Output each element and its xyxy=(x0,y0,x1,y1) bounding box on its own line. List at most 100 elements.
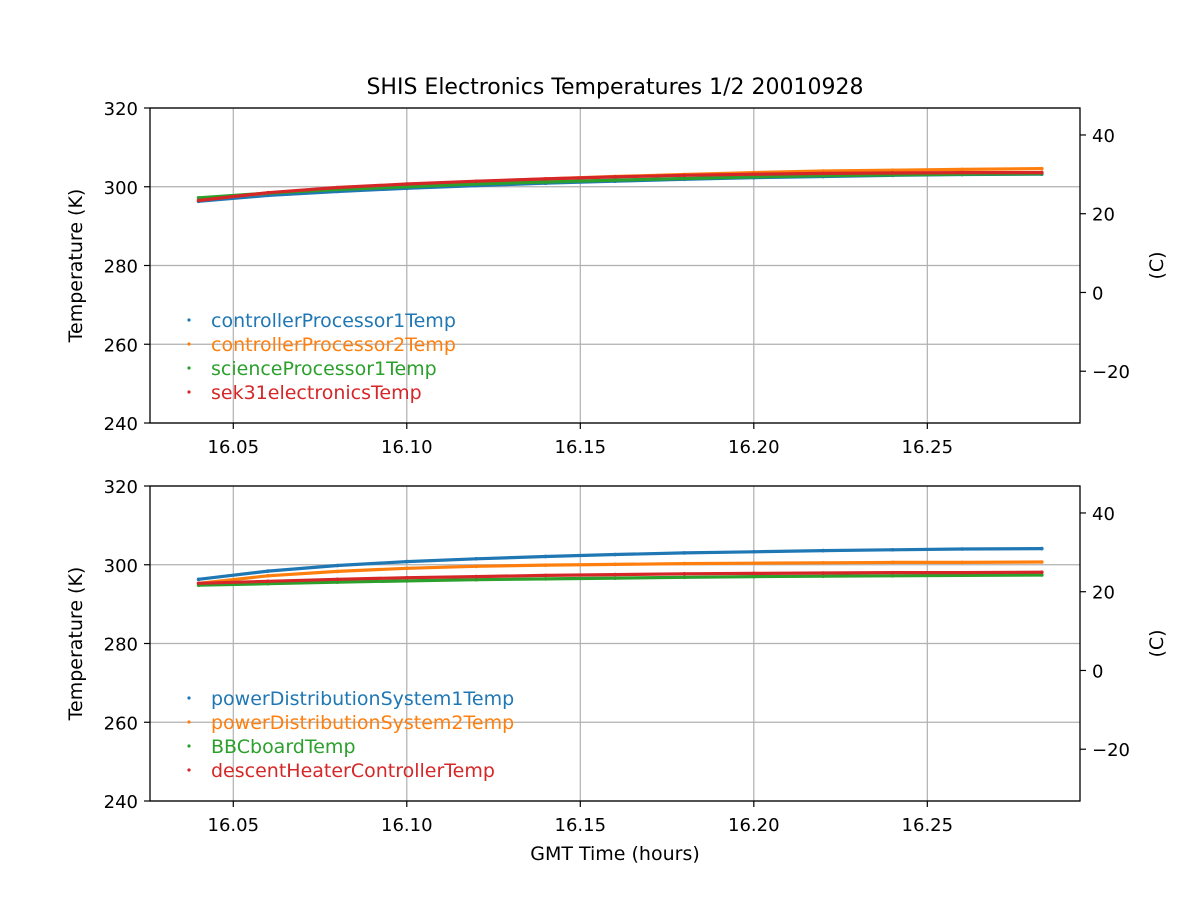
data-point xyxy=(335,580,340,584)
bottom-legend: powerDistributionSystem1TemppowerDistrib… xyxy=(187,688,514,782)
data-point xyxy=(821,171,826,176)
data-point xyxy=(890,547,895,552)
data-point xyxy=(474,574,478,579)
legend-marker xyxy=(187,342,191,346)
data-point xyxy=(543,554,548,559)
legend-marker xyxy=(187,366,191,370)
data-point xyxy=(1040,573,1044,577)
data-point xyxy=(404,566,409,571)
data-point xyxy=(1040,570,1044,575)
y-tick-label: 260 xyxy=(104,713,138,734)
data-point xyxy=(335,569,340,574)
legend-marker xyxy=(187,318,191,322)
x-tick-label: 16.20 xyxy=(728,437,780,458)
top-panel: 16.05 16.10 16.15 16.20 16.25 240 260 280 300 320… xyxy=(65,99,1168,458)
data-point xyxy=(543,177,548,181)
y-right-tick-label: 40 xyxy=(1092,504,1115,525)
bottom-panel: 16.05 16.10 16.15 16.20 16.25 240 260 280 300 320… xyxy=(65,477,1168,836)
series-powerDistributionSystem2Temp xyxy=(196,560,1044,586)
data-point xyxy=(682,176,687,181)
y-right-tick-label: 0 xyxy=(1092,661,1103,682)
y-axis-label: Temperature (K) xyxy=(65,189,87,344)
legend-label: powerDistributionSystem2Temp xyxy=(211,712,514,734)
x-tick-label: 16.05 xyxy=(208,437,260,458)
data-point xyxy=(1040,170,1044,175)
data-point xyxy=(404,184,409,189)
data-point xyxy=(474,577,478,582)
data-point xyxy=(613,562,617,567)
x-tick-label: 16.05 xyxy=(208,815,260,836)
y-tick-label: 240 xyxy=(104,792,138,813)
x-tick-label: 16.15 xyxy=(555,815,607,836)
data-point xyxy=(1040,546,1044,551)
data-point xyxy=(404,559,409,564)
data-point xyxy=(266,190,270,195)
data-point xyxy=(474,179,478,184)
x-axis-label: GMT Time (hours) xyxy=(530,843,700,865)
data-point xyxy=(682,173,687,178)
data-point xyxy=(752,571,756,576)
data-point xyxy=(543,180,548,184)
data-point xyxy=(752,574,756,579)
legend-marker xyxy=(187,390,191,394)
legend-label: controllerProcessor1Temp xyxy=(211,310,456,332)
y-right-axis-label: (C) xyxy=(1146,629,1168,657)
data-point xyxy=(543,577,548,581)
y-right-tick-label: 0 xyxy=(1092,283,1103,304)
y-tick-label: 320 xyxy=(104,477,138,498)
data-point xyxy=(682,551,687,555)
data-point xyxy=(474,557,478,561)
data-point xyxy=(821,574,826,578)
y-right-tick-label: 40 xyxy=(1092,126,1115,147)
data-point xyxy=(960,170,964,175)
data-point xyxy=(960,573,964,578)
x-tick-label: 16.25 xyxy=(902,815,954,836)
y-right-axis-label: (C) xyxy=(1146,251,1168,279)
data-point xyxy=(335,563,340,568)
legend-label: descentHeaterControllerTemp xyxy=(211,760,495,782)
data-point xyxy=(474,564,478,569)
data-point xyxy=(613,175,617,179)
data-point xyxy=(543,563,548,567)
series-powerDistributionSystem1Temp xyxy=(196,546,1044,582)
data-point xyxy=(404,182,409,186)
data-point xyxy=(196,577,201,582)
top-legend: controllerProcessor1TempcontrollerProces… xyxy=(187,310,456,404)
data-point xyxy=(1040,560,1044,564)
series-descentHeaterControllerTemp xyxy=(196,570,1044,586)
data-point xyxy=(266,579,270,584)
data-point xyxy=(890,168,895,173)
data-point xyxy=(890,171,895,175)
data-point xyxy=(682,572,687,576)
x-tick-label: 16.10 xyxy=(381,815,433,836)
data-point xyxy=(404,579,409,583)
data-point xyxy=(890,573,895,578)
data-point xyxy=(752,172,756,176)
legend-marker xyxy=(187,720,191,724)
data-point xyxy=(543,573,548,578)
data-point xyxy=(266,569,270,573)
data-point xyxy=(960,167,964,172)
data-point xyxy=(960,560,964,565)
y-tick-label: 300 xyxy=(104,178,138,199)
y-right-tick-label: 20 xyxy=(1092,583,1115,604)
data-point xyxy=(613,576,617,580)
x-tick-label: 16.10 xyxy=(381,437,433,458)
legend-marker xyxy=(187,768,191,772)
data-point xyxy=(613,178,617,182)
data-point xyxy=(613,552,617,557)
legend-label: scienceProcessor1Temp xyxy=(211,358,437,380)
data-point xyxy=(404,575,409,580)
y-tick-label: 280 xyxy=(104,635,138,656)
data-point xyxy=(960,547,964,551)
data-point xyxy=(890,570,895,575)
x-tick-label: 16.20 xyxy=(728,815,780,836)
legend-label: sek31electronicsTemp xyxy=(211,382,422,404)
data-point xyxy=(752,561,756,565)
y-right-tick-label: −20 xyxy=(1092,362,1130,383)
legend-label: controllerProcessor2Temp xyxy=(211,334,456,356)
data-point xyxy=(196,198,201,203)
x-tick-label: 16.25 xyxy=(902,437,954,458)
figure-title: SHIS Electronics Temperatures 1/2 200109… xyxy=(366,75,863,100)
